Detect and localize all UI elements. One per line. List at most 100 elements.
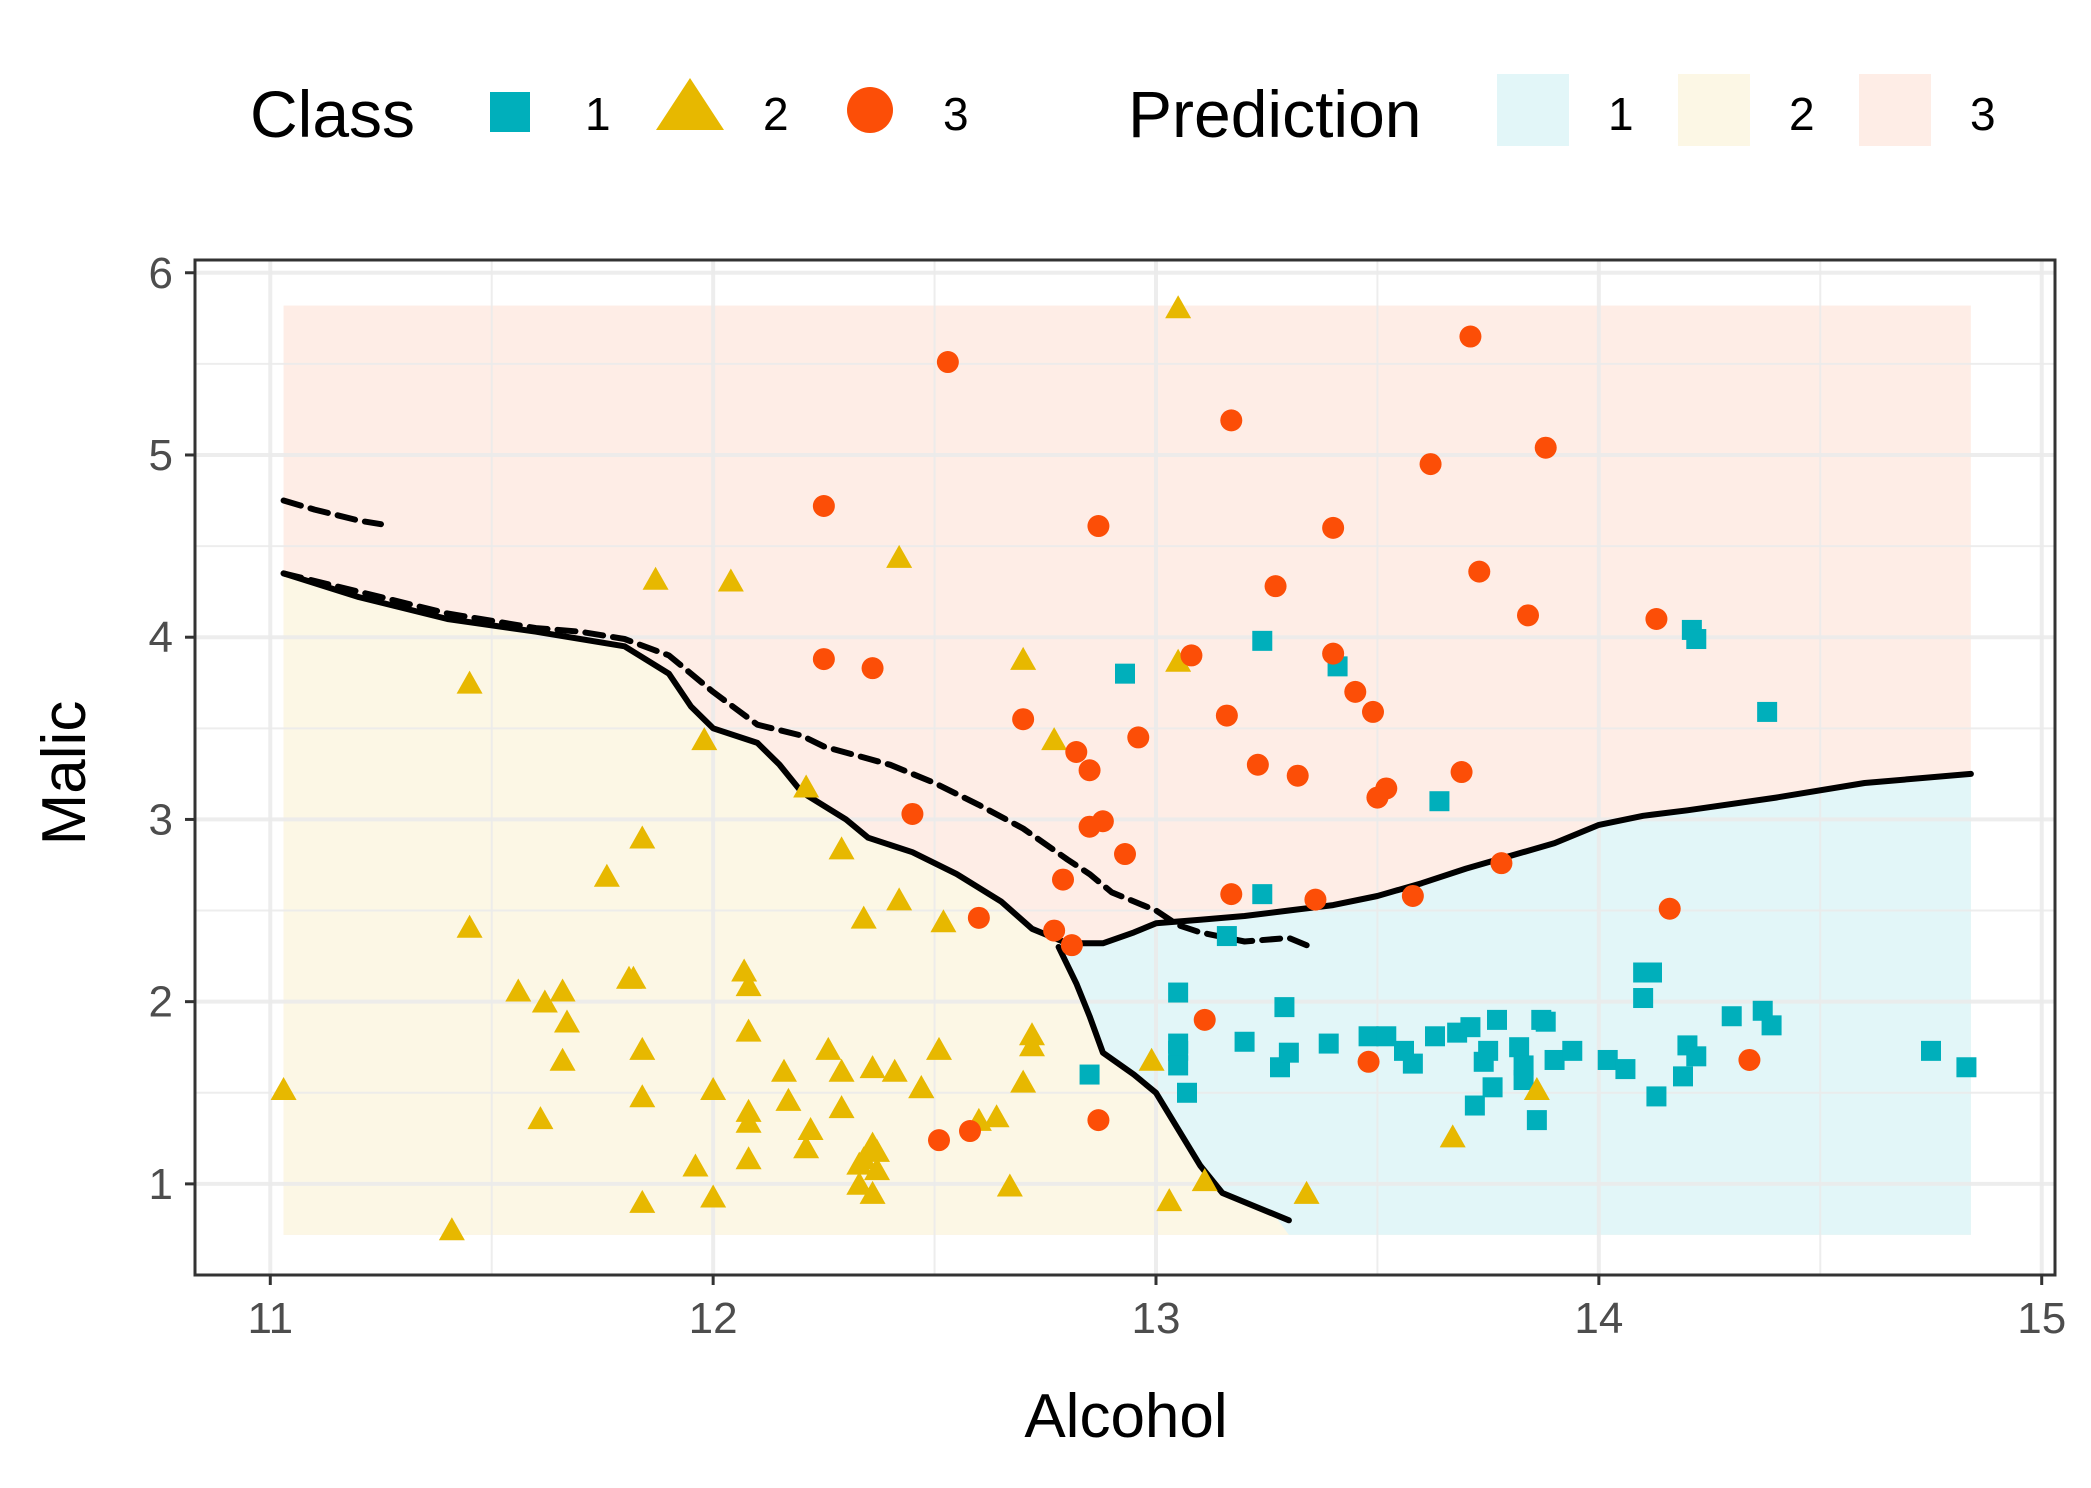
point-class-1 (1646, 1086, 1667, 1107)
point-class-3 (1322, 642, 1345, 665)
point-class-2 (1156, 1188, 1183, 1212)
point-class-1 (1252, 884, 1273, 905)
point-class-3 (1357, 1050, 1380, 1073)
legend-class-label-2: 2 (763, 88, 789, 140)
point-class-1 (1429, 791, 1450, 812)
point-class-3 (1645, 607, 1668, 630)
point-class-2 (1439, 1124, 1466, 1148)
point-class-1 (1615, 1059, 1636, 1080)
point-class-2 (717, 568, 744, 592)
point-class-2 (1010, 1069, 1037, 1093)
point-class-3 (1344, 680, 1367, 703)
point-class-3 (1264, 575, 1287, 598)
point-class-1 (1757, 701, 1778, 722)
point-class-1 (1513, 1070, 1534, 1091)
point-class-2 (886, 887, 913, 911)
point-class-1 (1168, 982, 1189, 1003)
point-class-2 (775, 1087, 802, 1111)
point-class-2 (828, 836, 855, 860)
point-class-3 (959, 1120, 981, 1143)
point-class-1 (1177, 1082, 1197, 1103)
point-class-3 (1220, 883, 1243, 906)
legend-class-key-triangle (656, 78, 724, 130)
legend: Class 1 2 3 Prediction 1 2 3 (250, 74, 1996, 151)
point-class-2 (850, 905, 877, 929)
point-class-2 (908, 1075, 935, 1099)
point-class-1 (1721, 1006, 1742, 1027)
point-class-3 (1459, 325, 1482, 348)
point-class-3 (1215, 704, 1238, 727)
point-class-3 (1366, 786, 1389, 809)
y-axis-tick-label: 4 (149, 613, 173, 662)
point-class-3 (1193, 1008, 1216, 1031)
point-class-3 (928, 1129, 950, 1152)
prediction-region-2 (283, 573, 1289, 1235)
point-class-3 (1078, 759, 1101, 782)
boundary-line-2-3-dashed (280, 570, 1314, 950)
point-class-3 (812, 648, 835, 671)
point-class-1 (1761, 1015, 1782, 1036)
point-class-3 (1534, 436, 1557, 459)
point-class-3 (1450, 761, 1473, 784)
point-class-2 (731, 958, 758, 982)
point-class-1 (1544, 1049, 1565, 1070)
point-class-1 (1358, 1026, 1379, 1047)
legend-prediction-label-1: 1 (1608, 88, 1634, 140)
data-points (270, 295, 1977, 1241)
point-class-2 (850, 1146, 877, 1170)
point-class-3 (1220, 409, 1243, 432)
decision-boundaries (280, 497, 1974, 1224)
prediction-regions (283, 305, 1971, 1235)
point-class-2 (793, 1135, 820, 1159)
legend-class-key-square (490, 92, 530, 132)
point-class-3 (1180, 644, 1203, 667)
x-axis-tick-label: 15 (2017, 1294, 2066, 1343)
point-class-2 (864, 1157, 890, 1181)
point-class-3 (1362, 700, 1384, 723)
point-class-1 (1402, 1053, 1423, 1074)
point-class-1 (1535, 1011, 1556, 1032)
point-class-1 (1079, 1064, 1100, 1085)
point-class-2 (793, 774, 820, 798)
point-class-2 (930, 909, 957, 933)
legend-class-title: Class (250, 77, 415, 151)
point-class-1 (1562, 1040, 1583, 1061)
point-class-3 (1065, 741, 1088, 764)
point-class-3 (901, 802, 924, 825)
point-class-3 (1078, 815, 1101, 838)
point-class-2 (886, 544, 913, 568)
point-class-3 (1087, 515, 1110, 538)
point-class-2 (700, 1076, 727, 1100)
legend-prediction-key-2 (1678, 74, 1750, 146)
point-class-3 (1286, 764, 1309, 787)
point-class-2 (1165, 648, 1192, 672)
x-axis-title: Alcohol (1024, 1382, 1227, 1451)
point-class-1 (1956, 1057, 1977, 1078)
x-axis-tick-label: 11 (247, 1294, 293, 1343)
x-axis-tick-label: 12 (689, 1294, 738, 1343)
point-class-1 (1460, 1017, 1481, 1038)
point-class-2 (983, 1104, 1010, 1128)
legend-prediction-key-3 (1859, 74, 1931, 146)
point-class-2 (735, 1018, 762, 1042)
point-class-1 (1509, 1037, 1530, 1058)
point-class-3 (1304, 888, 1327, 911)
y-axis-tick-label: 1 (149, 1160, 173, 1209)
point-class-2 (1293, 1180, 1320, 1204)
point-class-2 (700, 1184, 727, 1208)
x-axis-tick-label: 14 (1574, 1294, 1623, 1343)
point-class-3 (1419, 453, 1442, 476)
point-class-3 (967, 906, 990, 929)
point-class-2 (1019, 1033, 1045, 1057)
point-class-3 (1127, 726, 1150, 749)
legend-class-label-3: 3 (943, 88, 969, 140)
point-class-2 (691, 727, 718, 751)
point-class-2 (771, 1058, 797, 1082)
point-class-3 (1012, 708, 1035, 731)
point-class-2 (629, 825, 656, 849)
point-class-2 (864, 1138, 890, 1162)
panel-border (193, 258, 2057, 1277)
point-class-3 (1658, 897, 1681, 920)
point-class-2 (926, 1036, 952, 1060)
point-class-2 (1041, 727, 1068, 751)
